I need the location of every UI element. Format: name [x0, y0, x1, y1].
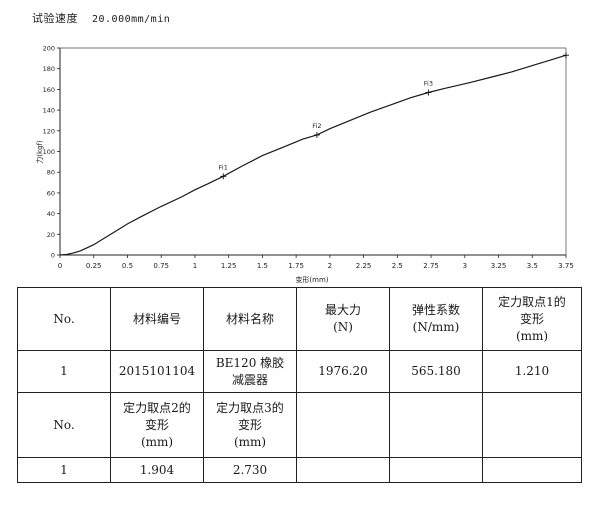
y-tick-label: 120: [43, 127, 55, 135]
y-axis-ticks: 0 20 40 60 80 100 120 140 160 180 200: [43, 45, 60, 260]
x-tick-label: 0.25: [86, 262, 102, 270]
x-tick-label: 0: [58, 262, 62, 270]
cell-material-name: BE120 橡胶 减震器: [203, 350, 297, 393]
annotation-label: Fi2: [312, 122, 321, 130]
force-deformation-chart: 0 0.25 0.5 0.75 1 1.25 1.5 1.75 2 2.25 2.5 2.75 3 3.2…: [35, 45, 574, 285]
x-tick-label: 3.75: [558, 262, 574, 270]
x-axis-label: 变形(mm): [295, 275, 328, 284]
header-max-force: 最大力 (N): [296, 287, 390, 351]
x-tick-label: 3.25: [491, 262, 507, 270]
header-material-name: 材料名称: [203, 287, 297, 351]
y-tick-label: 100: [43, 148, 55, 156]
y-tick-label: 0: [51, 252, 55, 260]
header-point2-deformation: 定力取点2的 变形 (mm): [110, 392, 204, 458]
header-no-2: No.: [17, 392, 111, 458]
y-tick-label: 180: [43, 65, 55, 73]
test-speed-value: 20.000mm/min: [92, 14, 171, 25]
empty-cell: [389, 457, 483, 483]
cell-material-code: 2015101104: [110, 350, 204, 393]
x-tick-label: 1.5: [257, 262, 268, 270]
curve-annotations: Fi1 Fi2 Fi3: [219, 52, 569, 180]
table-header-row-1: No. 材料编号 材料名称 最大力 (N) 弹性系数 (N/mm) 定力取点1的 变形…: [17, 287, 582, 351]
chart-axes: [59, 47, 567, 256]
y-tick-label: 20: [47, 231, 55, 239]
x-tick-label: 2.25: [356, 262, 372, 270]
y-tick-label: 80: [47, 169, 55, 177]
cell-point3-deformation: 2.730: [203, 457, 297, 483]
empty-cell: [482, 392, 582, 458]
y-tick-label: 140: [43, 107, 55, 115]
x-tick-label: 3: [463, 262, 467, 270]
cell-no-2: 1: [17, 457, 111, 483]
table-header-row-2: No. 定力取点2的 变形 (mm) 定力取点3的 变形 (mm): [17, 392, 582, 458]
x-tick-label: 0.5: [122, 262, 133, 270]
annotation-label: Fi3: [424, 80, 433, 88]
x-tick-label: 2: [328, 262, 332, 270]
x-tick-label: 2.5: [392, 262, 403, 270]
table-row-1: 1 2015101104 BE120 橡胶 减震器 1976.20 565.180…: [17, 350, 582, 393]
cell-point1-deformation: 1.210: [482, 350, 582, 393]
empty-cell: [296, 392, 390, 458]
y-tick-label: 40: [47, 210, 55, 218]
y-axis-label: 力(kgf): [35, 140, 44, 164]
header-no: No.: [17, 287, 111, 351]
x-tick-label: 3.5: [527, 262, 538, 270]
x-tick-label: 2.75: [423, 262, 439, 270]
x-tick-label: 1: [193, 262, 197, 270]
header-point1-deformation: 定力取点1的 变形 (mm): [482, 287, 582, 351]
empty-cell: [482, 457, 582, 483]
x-tick-label: 0.75: [153, 262, 169, 270]
header-material-code: 材料编号: [110, 287, 204, 351]
y-tick-label: 200: [43, 45, 55, 53]
table-row-2: 1 1.904 2.730: [17, 457, 582, 483]
annotation-label: Fi1: [219, 163, 228, 171]
cell-elastic-coefficient: 565.180: [389, 350, 483, 393]
x-axis-ticks: 0 0.25 0.5 0.75 1 1.25 1.5 1.75 2 2.25 2.5 2.75 3 3.2…: [58, 255, 574, 270]
test-speed-label: 试验速度: [32, 12, 78, 25]
x-tick-label: 1.75: [288, 262, 304, 270]
header-elastic-coefficient: 弹性系数 (N/mm): [389, 287, 483, 351]
results-table: No. 材料编号 材料名称 最大力 (N) 弹性系数 (N/mm) 定力取点1的 变形…: [17, 287, 582, 483]
empty-cell: [296, 457, 390, 483]
cell-max-force: 1976.20: [296, 350, 390, 393]
y-tick-label: 160: [43, 86, 55, 94]
x-tick-label: 1.25: [221, 262, 237, 270]
force-curve-line: [59, 54, 567, 256]
y-tick-label: 60: [47, 189, 55, 197]
cell-no: 1: [17, 350, 111, 393]
header-point3-deformation: 定力取点3的 变形 (mm): [203, 392, 297, 458]
test-speed-line: 试验速度 20.000mm/min: [32, 10, 170, 26]
empty-cell: [389, 392, 483, 458]
cell-point2-deformation: 1.904: [110, 457, 204, 483]
